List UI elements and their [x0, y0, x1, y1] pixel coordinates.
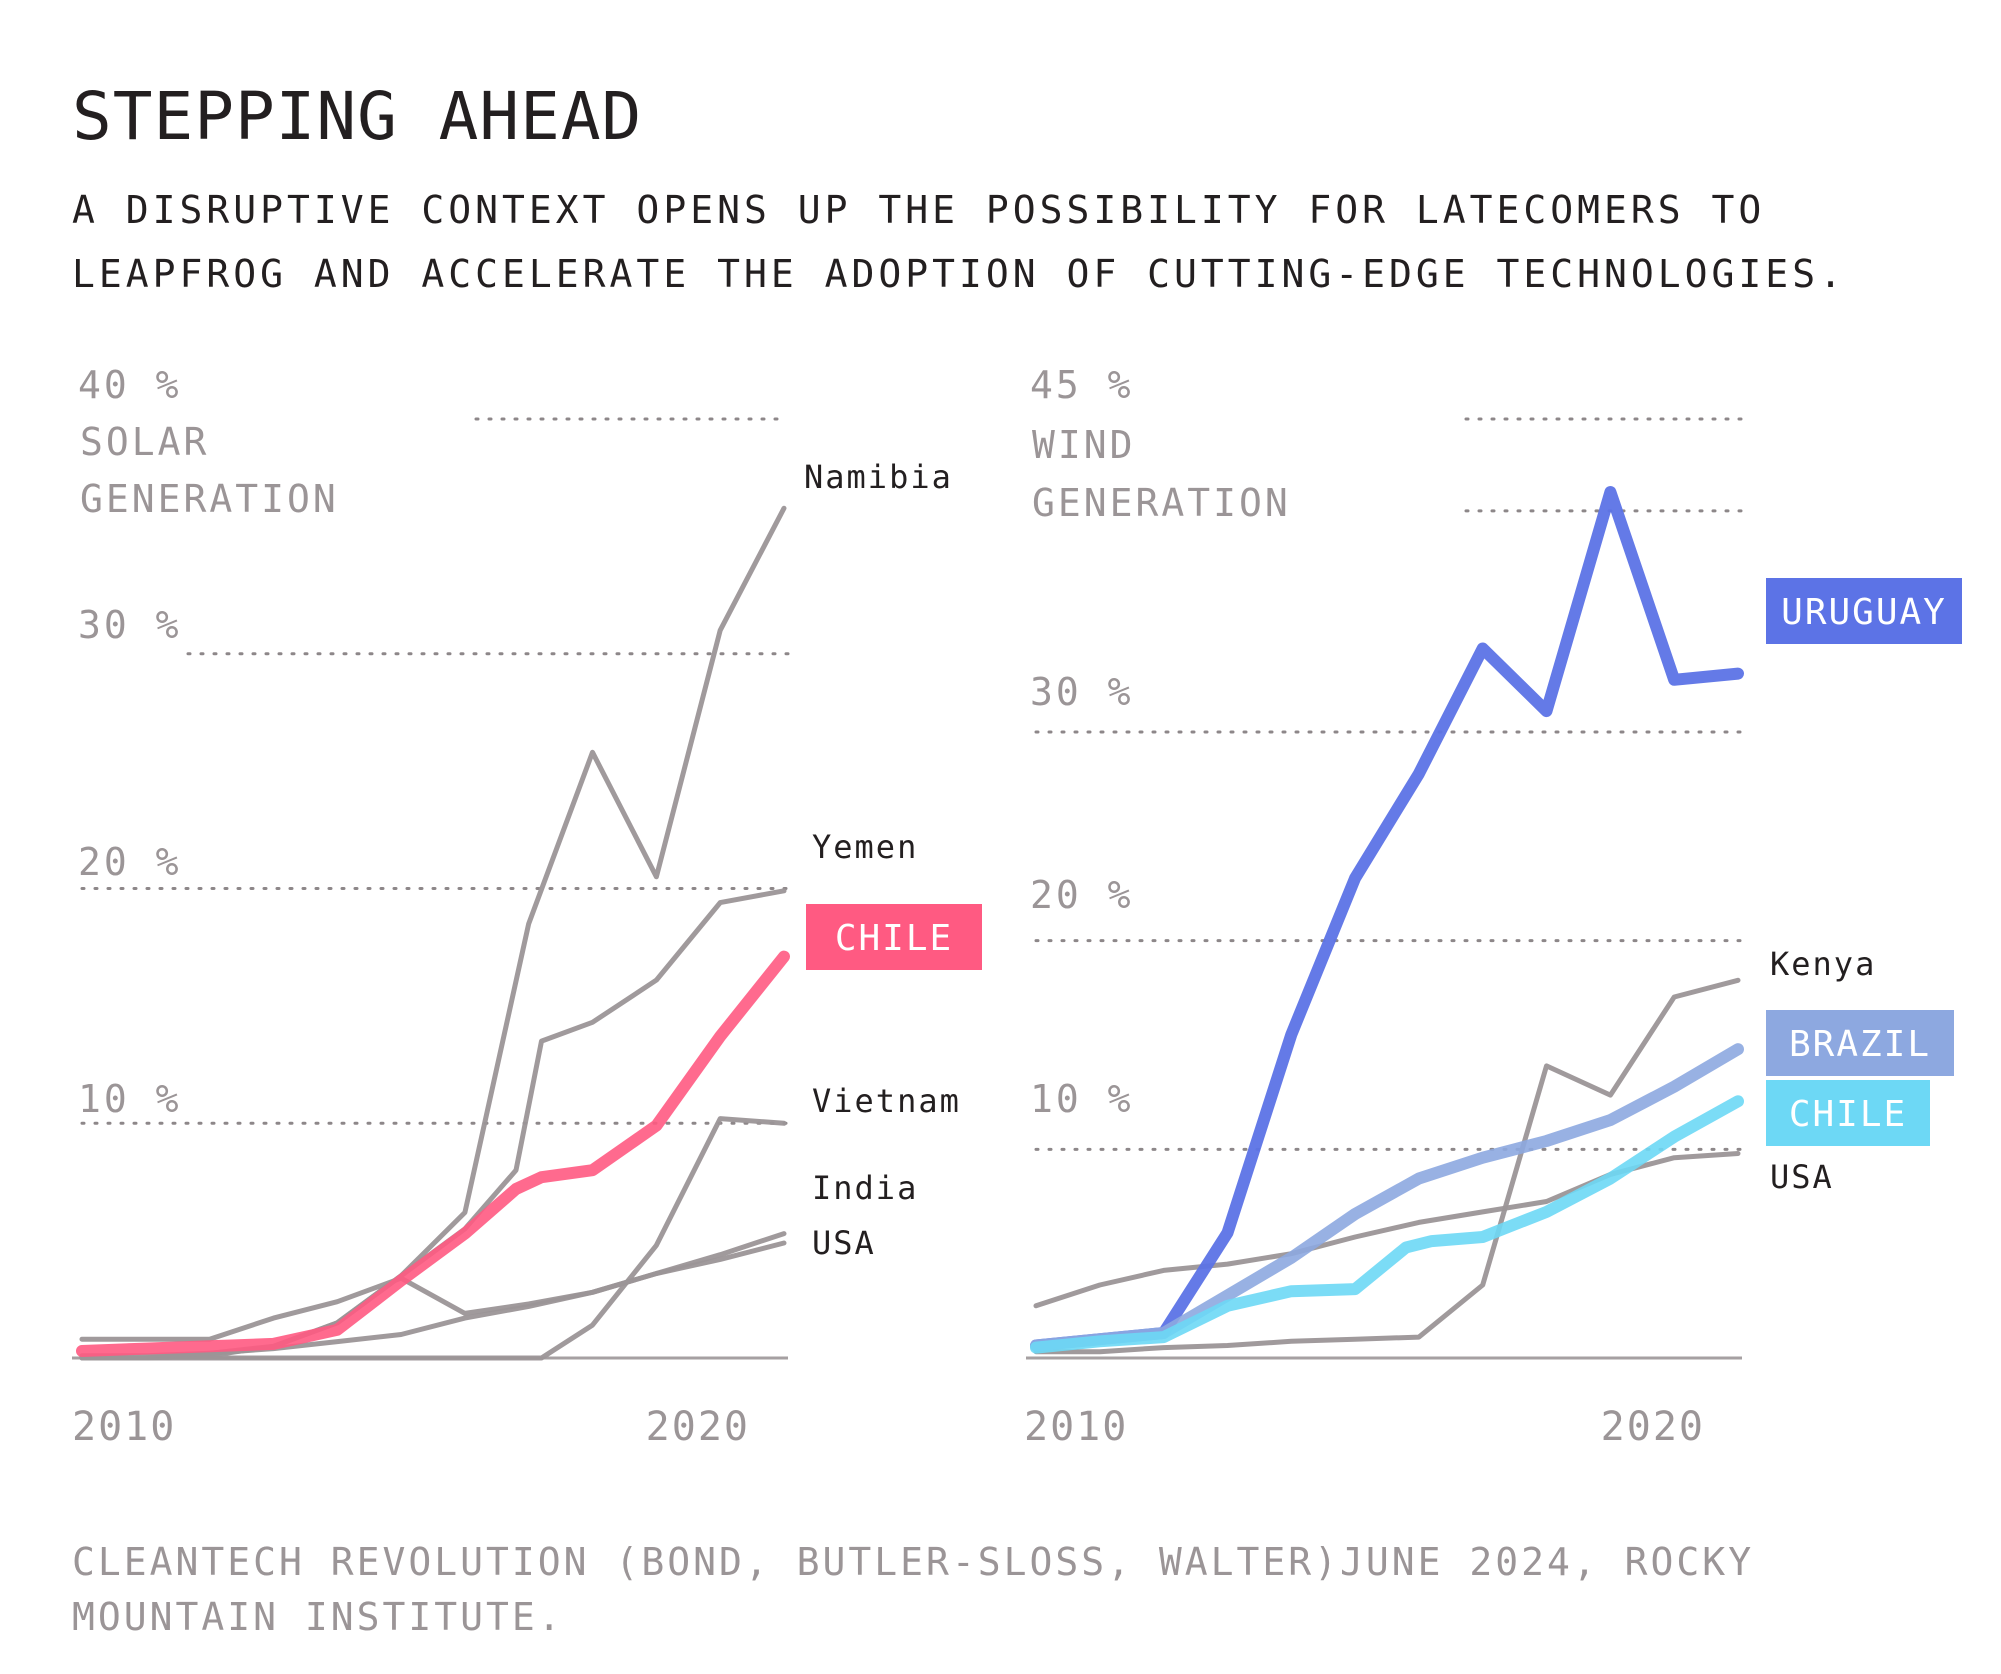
wind-series-line-kenya [1033, 977, 1741, 1355]
solar-x-tick-label: 2010 [72, 1404, 176, 1450]
wind-y-tick-label: 10 % [1030, 1077, 1134, 1121]
wind-x-tick-label: 2010 [1024, 1404, 1128, 1450]
solar-chart: 10 % 20 % 30 % 40 % SOLAR GENERATION 2010 2020 N… [72, 363, 982, 1450]
wind-axis-title: GENERATION [1032, 481, 1291, 525]
wind-series-label-chile-box [1766, 1080, 1930, 1146]
solar-y-tick-label: 30 % [78, 603, 182, 647]
wind-y-tick-label: 20 % [1030, 873, 1134, 917]
wind-axis-title: WIND [1032, 423, 1136, 467]
solar-series-label-chile-box [806, 904, 982, 970]
wind-series-line-uruguay [1030, 486, 1744, 1352]
solar-series-label-usa: USA [812, 1224, 876, 1262]
wind-series-label-kenya: Kenya [1770, 945, 1876, 983]
wind-series-label-uruguay-box [1766, 578, 1962, 644]
solar-y-tick-label: 10 % [78, 1077, 182, 1121]
solar-series-label-chile: CHILE [835, 918, 953, 959]
solar-series-label-namibia: Namibia [804, 458, 953, 496]
solar-series-line-namibia [79, 505, 787, 1361]
source-note: CLEANTECH REVOLUTION (BOND, BUTLER-SLOSS… [72, 1540, 1755, 1639]
solar-y-tick-label: 40 % [78, 363, 182, 407]
wind-series-label-brazil: BRAZIL [1789, 1024, 1931, 1065]
chart-title: STEPPING AHEAD [72, 78, 643, 155]
wind-series-label-usa: USA [1770, 1158, 1834, 1196]
solar-series-line-vietnam [79, 1116, 787, 1361]
chart-subtitle: A DISRUPTIVE CONTEXT OPENS UP THE POSSIB… [72, 188, 1846, 296]
wind-series-label-chile: CHILE [1789, 1094, 1907, 1135]
wind-x-tick-label: 2020 [1601, 1404, 1705, 1450]
wind-series-line-usa [1033, 1151, 1741, 1309]
solar-series-label-vietnam: Vietnam [812, 1082, 961, 1120]
wind-series-line-chile [1030, 1095, 1744, 1354]
wind-series-label-brazil-box [1766, 1010, 1954, 1076]
solar-series-label-india: India [812, 1169, 918, 1207]
solar-series-line-chile [76, 950, 790, 1357]
solar-axis-title: GENERATION [80, 477, 339, 521]
wind-series-line-brazil [1030, 1043, 1744, 1352]
solar-series-label-yemen: Yemen [812, 828, 918, 866]
wind-y-tick-label: 45 % [1030, 363, 1134, 407]
solar-series-line-usa [79, 1240, 787, 1342]
solar-axis-title: SOLAR [80, 420, 209, 464]
solar-y-tick-label: 20 % [78, 840, 182, 884]
wind-chart: 10 % 20 % 30 % 45 % WIND GENERATION 2010 2020 UR… [1024, 363, 1962, 1450]
wind-series-label-uruguay: URUGUAY [1781, 592, 1947, 633]
solar-x-tick-label: 2020 [646, 1404, 750, 1450]
wind-y-tick-label: 30 % [1030, 670, 1134, 714]
